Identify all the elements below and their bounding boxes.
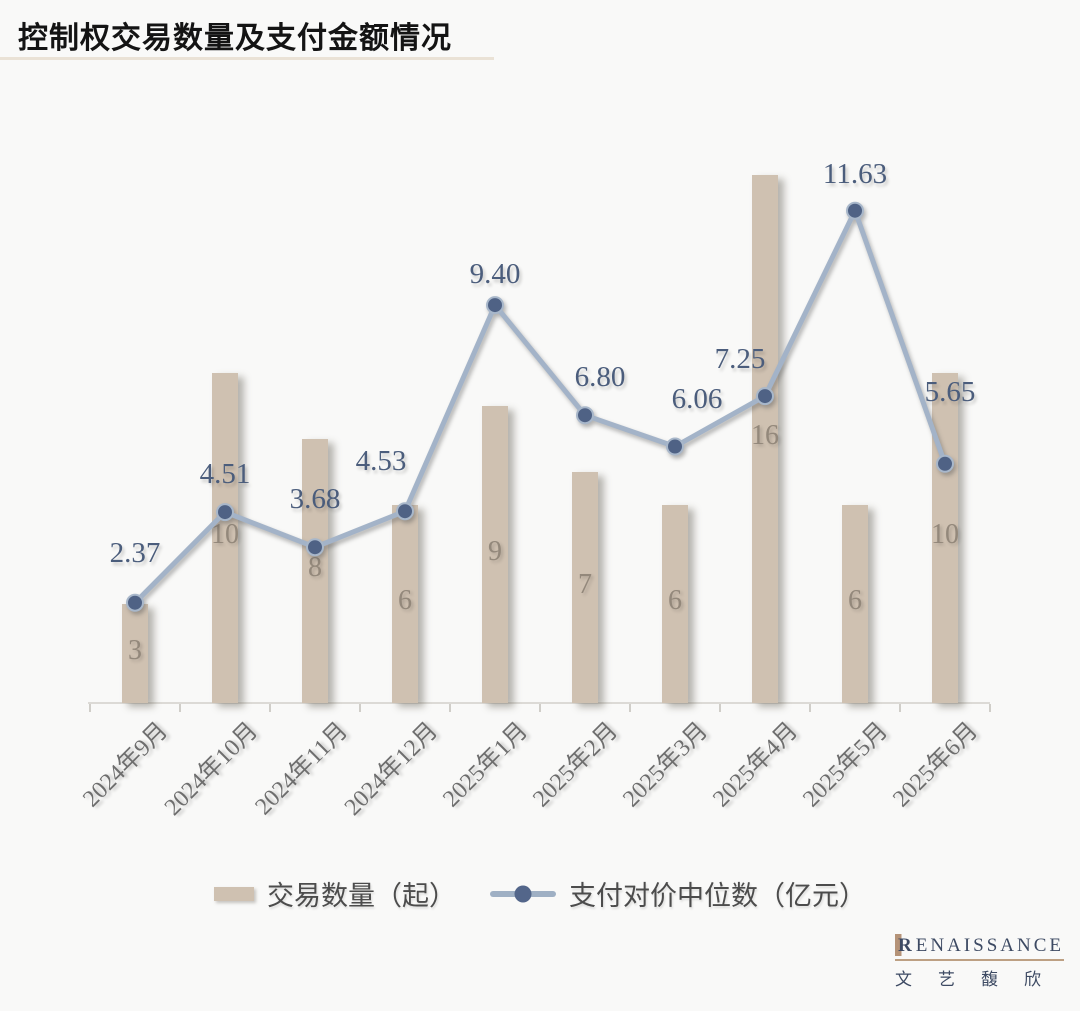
bar-value-label: 10 — [931, 519, 959, 550]
legend-item-bar-series: 交易数量（起） — [214, 874, 456, 913]
bar-value-label: 7 — [578, 568, 592, 600]
line-value-label: 2.37 — [109, 536, 161, 569]
legend-item-line-series: 支付对价中位数（亿元） — [490, 874, 866, 913]
line-point-2025年5月 — [846, 201, 864, 220]
x-axis-tick — [89, 704, 91, 712]
x-axis-tick — [269, 704, 271, 712]
legend: 交易数量（起） 支付对价中位数（亿元） — [0, 874, 1080, 913]
bar-value-label: 6 — [668, 585, 682, 616]
line-value-label: 7.25 — [714, 343, 766, 376]
bar-value-label: 6 — [848, 585, 862, 616]
line-point-2025年2月 — [576, 406, 594, 425]
x-axis-tick — [809, 704, 811, 712]
company-logo: RENAISSANCE 文艺馥欣 — [895, 935, 1064, 990]
line-series-swatch-icon — [490, 885, 556, 902]
line-point-2025年1月 — [486, 296, 504, 315]
x-axis-line — [88, 702, 990, 704]
legend-line-label: 支付对价中位数（亿元） — [569, 881, 866, 911]
logo-brand-text: RENAISSANCE — [898, 935, 1064, 956]
bar-value-label: 9 — [488, 535, 502, 567]
bar-series-swatch-icon — [214, 886, 254, 901]
line-point-2025年3月 — [666, 437, 684, 456]
x-axis-tick — [359, 704, 361, 712]
x-axis-tick — [629, 704, 631, 712]
line-value-label: 11.63 — [822, 157, 888, 190]
legend-bar-label: 交易数量（起） — [267, 881, 456, 911]
bar-2024年9月 — [122, 604, 148, 703]
bar-value-label: 3 — [128, 634, 142, 666]
x-axis-tick — [449, 704, 451, 712]
logo-divider — [895, 959, 1064, 961]
x-axis-tick — [719, 704, 721, 712]
line-value-label: 6.06 — [671, 383, 723, 416]
title-underline — [0, 57, 494, 60]
line-marker-icon — [514, 885, 532, 902]
page-title: 控制权交易数量及支付金额情况 — [18, 22, 452, 55]
bar-value-label: 16 — [751, 420, 779, 451]
x-axis-tick — [899, 704, 901, 712]
logo-chinese-text: 文艺馥欣 — [895, 970, 1068, 989]
line-value-label: 6.80 — [574, 361, 626, 394]
line-value-label: 4.53 — [355, 445, 407, 478]
line-value-label: 3.68 — [289, 483, 341, 516]
line-value-label: 5.65 — [924, 375, 976, 408]
line-value-label: 4.51 — [199, 458, 251, 491]
x-axis-tick — [539, 704, 541, 712]
line-value-label: 9.40 — [469, 258, 521, 291]
x-axis-tick — [179, 704, 181, 712]
bar-value-label: 8 — [308, 552, 322, 583]
bar-value-label: 6 — [398, 585, 412, 616]
x-axis-tick — [989, 704, 991, 712]
